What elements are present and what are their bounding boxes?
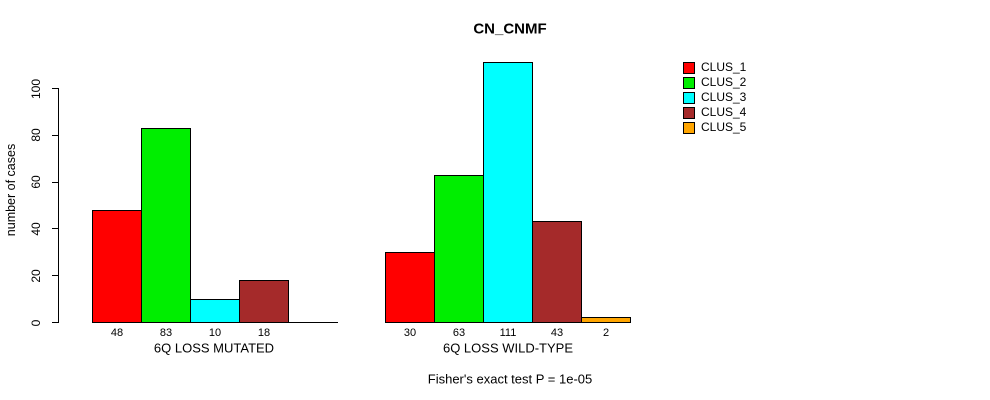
legend-label: CLUS_4 (701, 105, 747, 119)
y-tick (52, 88, 59, 89)
bar-value-label: 111 (499, 327, 517, 339)
chart-title: CN_CNMF (473, 20, 547, 38)
y-tick (52, 228, 59, 230)
legend-label: CLUS_2 (701, 75, 747, 89)
bar-value-label: 18 (257, 327, 271, 339)
legend-swatch-clus_1 (683, 61, 695, 74)
group-label-mutated: 6Q LOSS MUTATED (153, 340, 275, 356)
bar-clus_4-wild-type (532, 221, 582, 323)
legend: CLUS_1 CLUS_2 CLUS_3 CLUS_4 CLUS_5 (683, 60, 746, 135)
legend-swatch-clus_2 (683, 76, 695, 89)
legend-item-clus_1: CLUS_1 (683, 60, 746, 75)
y-tick (52, 275, 59, 277)
legend-swatch-clus_3 (683, 91, 695, 104)
y-tick-label: 20 (29, 269, 43, 283)
bar-value-label: 48 (110, 327, 124, 339)
legend-swatch-clus_4 (683, 106, 695, 119)
bar-clus_2-mutated (141, 127, 191, 323)
bar-clus_5-wild-type (581, 317, 631, 323)
legend-label: CLUS_5 (701, 120, 747, 134)
legend-item-clus_5: CLUS_5 (683, 120, 746, 135)
bar-clus_2-wild-type (434, 174, 484, 323)
y-tick-label: 40 (29, 222, 43, 236)
y-tick (52, 181, 59, 183)
y-tick-label: 100 (29, 78, 43, 99)
y-tick-label: 80 (29, 128, 43, 142)
bar-value-label: 83 (159, 327, 173, 339)
bar-value-label: 43 (550, 327, 564, 339)
y-tick (52, 322, 59, 323)
fisher-test-annotation: Fisher's exact test P = 1e-05 (427, 371, 593, 387)
legend-item-clus_4: CLUS_4 (683, 105, 746, 120)
bar-clus_4-mutated (239, 279, 289, 323)
y-axis-label: number of cases (4, 143, 18, 237)
legend-label: CLUS_1 (701, 60, 747, 74)
group-label-wild-type: 6Q LOSS WILD-TYPE (442, 340, 574, 356)
bar-clus_1-wild-type (385, 251, 435, 323)
bar-clus_3-wild-type (483, 62, 533, 323)
bar-clus_3-mutated (190, 298, 240, 323)
legend-item-clus_2: CLUS_2 (683, 75, 746, 90)
legend-label: CLUS_3 (701, 90, 747, 104)
bar-value-label: 2 (602, 327, 610, 339)
y-axis (58, 88, 59, 323)
y-tick (52, 134, 59, 136)
y-tick-label: 60 (29, 175, 43, 189)
legend-item-clus_3: CLUS_3 (683, 90, 746, 105)
legend-swatch-clus_5 (683, 121, 695, 134)
bar-clus_1-mutated (92, 209, 142, 323)
y-tick-label: 0 (29, 319, 43, 326)
bar-value-label: 10 (208, 327, 222, 339)
bar-value-label: 63 (452, 327, 466, 339)
bar-value-label: 30 (403, 327, 417, 339)
